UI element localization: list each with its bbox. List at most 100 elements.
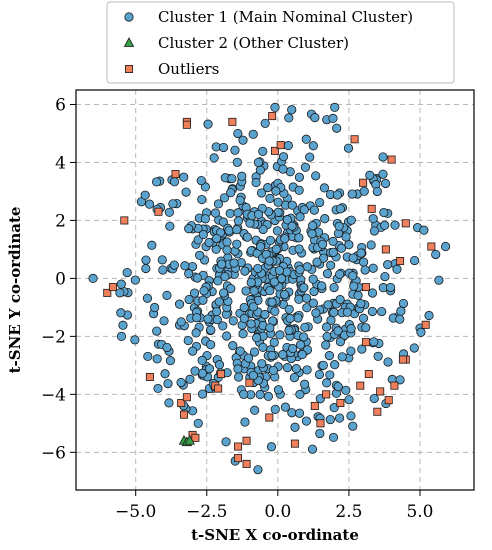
cluster-1-point — [265, 235, 276, 246]
cluster-1-point — [210, 208, 221, 218]
cluster-1-point — [409, 343, 419, 353]
cluster-1-point — [239, 313, 249, 323]
cluster-1-point — [269, 277, 279, 287]
cluster-1-point — [377, 306, 387, 317]
cluster-1-point — [380, 271, 390, 282]
cluster-1-point — [237, 171, 247, 181]
outlier-point — [270, 146, 279, 155]
outlier-point — [171, 170, 180, 179]
cluster-1-point — [253, 465, 263, 475]
cluster-1-point — [372, 186, 382, 197]
cluster-1-point — [160, 369, 170, 379]
cluster-1-point — [346, 324, 356, 334]
cluster-1-point — [184, 224, 194, 234]
cluster-1-point — [265, 323, 275, 333]
outlier-point — [336, 399, 345, 408]
cluster-1-point — [294, 233, 304, 243]
cluster-1-point — [118, 320, 128, 330]
cluster-1-point — [348, 253, 358, 263]
cluster-1-point — [346, 411, 356, 421]
cluster-1-point — [179, 172, 189, 182]
cluster-1-point — [392, 264, 402, 274]
y-tick-label: −6 — [41, 443, 66, 463]
cluster-1-point — [300, 322, 310, 332]
cluster-1-point — [293, 313, 303, 323]
cluster-1-point — [321, 322, 332, 332]
x-tick-label: 5.0 — [406, 502, 433, 522]
cluster-1-point — [278, 152, 289, 162]
legend-cluster-1: Cluster 1 (Main Nominal Cluster) — [124, 8, 413, 26]
cluster-1-point — [195, 250, 205, 260]
cluster-1-point — [344, 395, 354, 405]
cluster-1-point — [203, 314, 213, 324]
cluster-1-point — [330, 360, 340, 370]
cluster-1-point — [157, 255, 167, 265]
cluster-1-point — [283, 140, 293, 151]
cluster-1-point — [312, 257, 322, 267]
cluster-1-point — [328, 247, 338, 257]
cluster-1-point — [257, 359, 267, 369]
cluster-1-point — [239, 389, 249, 399]
cluster-1-point — [325, 370, 335, 380]
cluster-1-point — [233, 128, 243, 139]
cluster-1-point — [233, 208, 243, 218]
outlier-point — [145, 372, 154, 381]
grid — [76, 90, 474, 490]
cluster-1-point — [295, 265, 305, 275]
cluster-1-point — [273, 197, 283, 207]
cluster-1-point — [378, 169, 388, 179]
cluster-1-point — [424, 310, 434, 321]
plot-frame — [75, 89, 475, 491]
cluster-1-point — [310, 113, 320, 123]
outlier-point — [234, 442, 243, 451]
cluster-1-point — [225, 208, 235, 219]
outlier-point — [234, 454, 243, 463]
x-tick-label: −5.0 — [115, 502, 156, 522]
legend-box — [106, 1, 455, 84]
cluster-1-point — [302, 365, 312, 375]
cluster-1-point — [373, 351, 383, 361]
cluster-1-point — [255, 165, 265, 175]
cluster-1-point — [332, 190, 342, 200]
cluster-1-point — [141, 255, 151, 265]
cluster-1-point — [434, 275, 444, 285]
cluster-1-point — [213, 199, 224, 209]
cluster-1-point — [189, 288, 200, 298]
cluster-1-point — [357, 344, 367, 354]
cluster-1-point — [168, 199, 178, 209]
x-tick-label: 2.5 — [335, 502, 362, 522]
outlier-point — [154, 207, 163, 216]
cluster-1-point — [317, 281, 327, 291]
cluster-1-point — [242, 232, 252, 242]
outlier-point — [364, 370, 373, 379]
cluster-1-point — [248, 302, 258, 312]
cluster-1-point — [347, 189, 357, 199]
cluster-1-point — [319, 183, 330, 193]
cluster-1-point — [222, 245, 232, 255]
cluster-1-point — [301, 134, 311, 144]
cluster-1-point — [188, 346, 198, 356]
cluster-1-point — [369, 337, 379, 347]
cluster-1-point — [289, 373, 299, 383]
cluster-1-point — [197, 389, 208, 399]
cluster-1-point — [379, 207, 389, 218]
cluster-1-point — [361, 323, 371, 333]
cluster-1-point — [337, 352, 347, 362]
cluster-1-point — [299, 283, 309, 293]
outlier-point — [427, 242, 436, 251]
outlier-point — [350, 135, 359, 144]
outlier-point — [387, 155, 396, 164]
legend-cluster-1-marker — [124, 12, 134, 22]
cluster-1-point — [305, 152, 315, 162]
cluster-1-point — [227, 173, 237, 184]
cluster-1-point — [383, 260, 393, 270]
cluster-1-point — [334, 221, 344, 231]
cluster-1-point — [348, 271, 358, 281]
cluster-1-point — [287, 200, 297, 210]
cluster-1-point — [349, 281, 359, 291]
outlier-point — [216, 370, 225, 379]
y-tick-label: −2 — [41, 327, 66, 347]
outlier-point — [177, 399, 186, 408]
outlier-point — [276, 141, 285, 150]
outlier-point — [180, 410, 189, 419]
